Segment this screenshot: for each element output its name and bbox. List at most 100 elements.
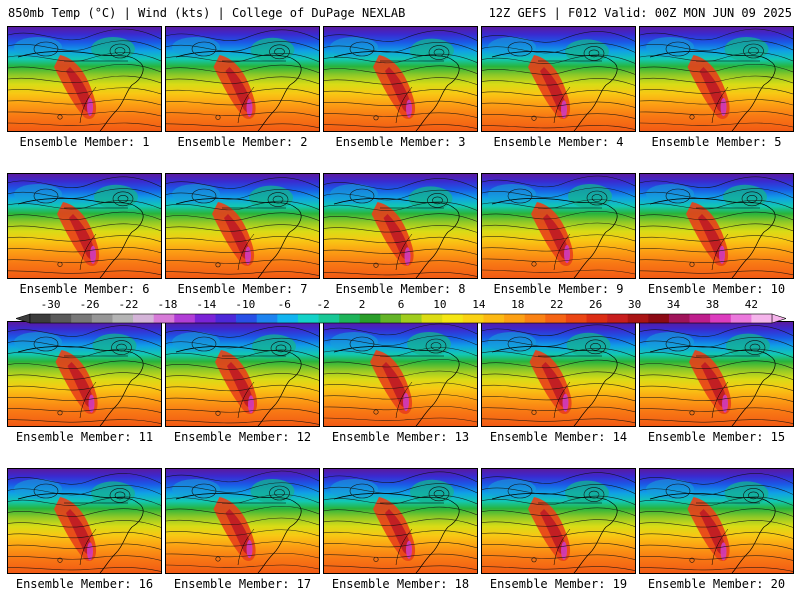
contour-line — [482, 101, 635, 108]
border-line — [395, 528, 413, 566]
contour-line — [373, 262, 379, 268]
coastline — [649, 51, 776, 131]
colorbar-swatch — [297, 314, 319, 323]
contour-line — [166, 212, 319, 221]
border-line — [553, 86, 571, 124]
colorbar-swatch — [442, 314, 464, 323]
contour-line — [324, 213, 477, 222]
heat-core — [66, 67, 93, 113]
cold-pocket — [407, 332, 451, 356]
contour-line — [583, 487, 605, 502]
cold-pocket — [249, 185, 293, 210]
contour-line — [433, 489, 445, 498]
cold-pocket — [250, 479, 295, 503]
contour-line — [748, 47, 759, 55]
contour-line — [114, 47, 126, 55]
contour-line — [166, 470, 319, 483]
colorbar-swatch — [401, 314, 422, 323]
contour-line — [640, 211, 793, 221]
colorbar-swatch — [668, 314, 690, 323]
contour-line — [482, 246, 635, 253]
border-line — [79, 528, 97, 566]
contour-line — [166, 373, 319, 381]
contour-line — [324, 565, 477, 571]
border-line — [711, 233, 729, 271]
cold-pocket — [723, 184, 767, 209]
contour-line — [269, 485, 290, 501]
panel-label: Ensemble Member: 3 — [335, 135, 466, 149]
contour-line — [482, 566, 635, 571]
coastline — [175, 346, 302, 426]
panel-map — [7, 173, 162, 279]
contour-line — [689, 261, 695, 267]
contour-line — [531, 409, 537, 415]
contour-line — [507, 41, 533, 57]
panel-map — [639, 26, 794, 132]
contour-line — [482, 531, 635, 538]
heat-core — [224, 214, 251, 260]
contour-line — [507, 483, 533, 499]
contour-line — [166, 177, 319, 189]
contour-line — [267, 192, 289, 207]
colorbar-arrow-left — [16, 313, 31, 324]
contour-line — [166, 53, 319, 63]
contour-line — [588, 49, 600, 58]
contour-line — [324, 483, 477, 494]
contour-line — [640, 508, 793, 517]
contour-line — [33, 336, 59, 352]
heat-core — [67, 362, 94, 408]
border-line — [79, 233, 97, 271]
cold-pocket — [91, 37, 135, 61]
ensemble-panel: Ensemble Member: 15 — [639, 321, 794, 452]
contour-line — [8, 110, 161, 117]
contour-line — [57, 557, 63, 563]
heat-core — [227, 362, 254, 408]
colorbar-swatch — [71, 314, 93, 323]
contour-line — [640, 543, 793, 550]
contour-line — [482, 371, 635, 380]
cold-pocket — [565, 39, 609, 64]
contour-line — [324, 225, 477, 233]
contour-line — [8, 484, 161, 496]
panel-label: Ensemble Member: 11 — [15, 430, 154, 444]
contour-line — [665, 41, 691, 57]
contour-line — [482, 359, 635, 369]
ensemble-panel: Ensemble Member: 3 — [323, 26, 478, 157]
colorbar-tick-label: -2 — [317, 298, 330, 311]
contour-line — [324, 272, 477, 277]
contour-line — [432, 196, 443, 205]
contour-line — [33, 188, 59, 204]
contour-line — [482, 89, 635, 97]
panel-map — [639, 468, 794, 574]
colorbar-swatch — [730, 314, 752, 323]
colorbar-tick-label: 18 — [511, 298, 524, 311]
panel-label: Ensemble Member: 5 — [651, 135, 782, 149]
contour-line — [117, 194, 129, 203]
contour-line — [425, 338, 447, 354]
contour-line — [640, 235, 793, 243]
contour-line — [166, 189, 319, 200]
contour-line — [482, 257, 635, 264]
contour-line — [482, 199, 635, 209]
contour-line — [8, 200, 161, 210]
panel-map — [481, 26, 636, 132]
contour-line — [482, 395, 635, 402]
colorbar-swatch — [504, 314, 525, 323]
colorbar-swatch — [153, 314, 175, 323]
contour-line — [166, 88, 319, 96]
panel-label: Ensemble Member: 10 — [647, 282, 786, 296]
contour-line — [324, 542, 477, 549]
coastline — [491, 51, 618, 131]
contour-line — [8, 407, 161, 413]
contour-line — [324, 495, 477, 505]
contour-line — [507, 336, 533, 352]
contour-line — [8, 348, 161, 359]
border-line — [237, 233, 255, 271]
heat-core — [225, 67, 252, 113]
contour-line — [482, 78, 635, 86]
cold-pocket — [250, 37, 295, 62]
contour-line — [430, 342, 442, 350]
coastline — [175, 493, 302, 573]
heat-core — [541, 362, 568, 408]
contour-line — [8, 122, 161, 128]
